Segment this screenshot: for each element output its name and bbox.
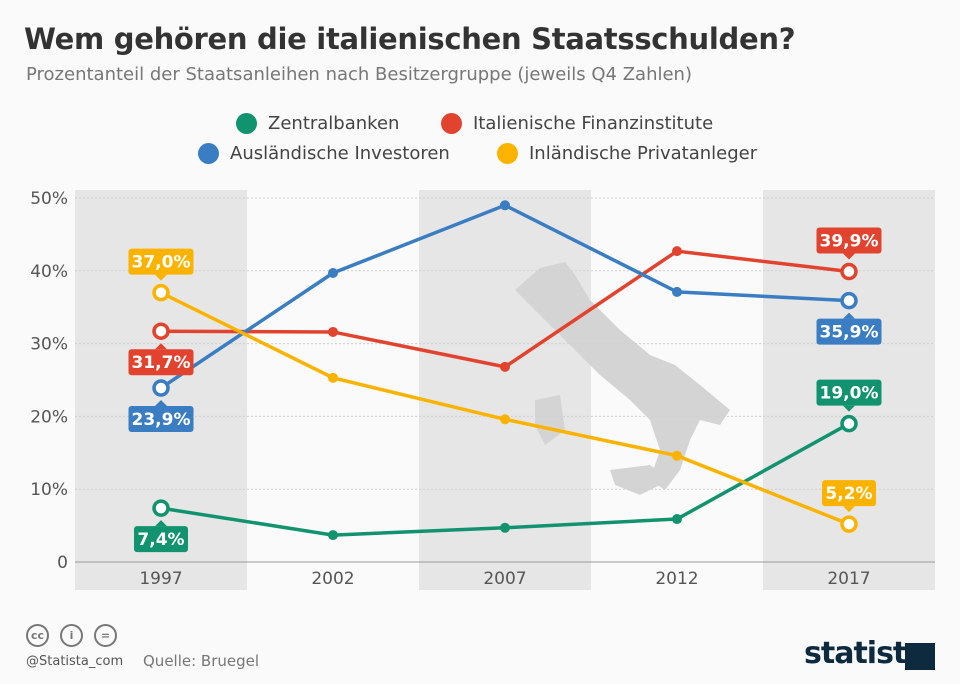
legend-swatch [236,113,257,134]
y-tick-label: 30% [30,335,68,355]
cc-icon: cc [26,624,49,647]
data-label-box [822,480,876,507]
data-point [840,291,858,310]
data-label-box [816,318,882,345]
data-label-box [816,379,882,406]
legend-label: Ausländische Investoren [230,143,450,164]
x-tick-label: 2017 [827,569,870,589]
legend-swatch [497,143,518,164]
data-point [500,414,510,425]
x-tick-label: 2002 [311,569,354,589]
data-label: 35,9% [820,323,879,343]
data-label-pointer [155,400,167,407]
page-subtitle: Prozentanteil der Staatsanleihen nach Be… [26,64,692,85]
legend-item-zentralbanken: Zentralbanken [236,113,399,134]
data-point [672,286,682,297]
by-icon: i [60,624,83,647]
data-point [840,262,858,281]
y-tick-label: 10% [30,480,68,500]
data-label-pointer [843,312,855,319]
x-tick-label: 2007 [483,569,526,589]
legend-swatch [198,143,219,164]
data-label: 5,2% [825,484,872,504]
data-label-box [816,227,882,254]
y-tick-label: 0 [57,553,68,573]
legend-label: Zentralbanken [268,113,400,134]
data-point [328,267,338,278]
data-label-pointer [843,253,855,260]
legend-item-auslaendische: Ausländische Investoren [198,143,450,164]
data-label: 39,9% [820,232,879,252]
data-point [328,372,338,383]
data-point [152,283,170,302]
data-label-pointer [155,274,167,281]
legend-label: Italienische Finanzinstitute [473,113,714,134]
legend-swatch [441,113,462,134]
data-label: 31,7% [132,353,191,373]
data-point [328,326,338,337]
data-point [152,322,170,340]
italy-map-icon [515,262,730,495]
line-chart: 0 10% 20% 30% 40% 50% 1997 2002 2007 2012 2017 7,4%… [30,189,935,590]
legend-item-finanzinstitute: Italienische Finanzinstitute [441,113,713,134]
data-label: 23,9% [132,410,191,430]
data-point [500,522,510,533]
x-tick-label: 1997 [139,569,182,589]
data-label: 19,0% [820,384,879,404]
y-tick-label: 40% [30,262,68,282]
data-point [672,514,682,525]
data-point [672,246,682,257]
data-point [500,200,510,211]
data-point [152,499,170,517]
footer-handle[interactable]: @Statista_com [26,654,124,669]
data-point [840,515,858,533]
data-point [672,450,682,461]
data-label-box [128,349,194,376]
legend-item-inlaendische: Inländische Privatanleger [497,143,757,164]
data-point [840,414,858,433]
statista-logo-mark [905,643,935,670]
footer-source: Quelle: Bruegel [143,652,260,670]
y-tick-label: 50% [30,189,68,209]
legend-label: Inländische Privatanleger [529,143,758,164]
x-tick-label: 2012 [655,569,698,589]
data-label-box [128,248,194,275]
y-tick-label: 20% [30,407,68,427]
page-title: Wem gehören die italienischen Staatsschu… [24,22,796,56]
data-label-box [128,406,194,433]
data-point [152,379,170,397]
nd-icon: = [94,624,117,647]
data-label: 37,0% [132,253,191,273]
data-label-pointer [843,506,855,513]
data-label-box [134,526,188,553]
data-point [328,530,338,541]
data-label-pointer [843,405,855,412]
data-label: 7,4% [137,530,184,550]
data-label-pointer [155,520,167,527]
data-label-pointer [155,343,167,350]
data-point [500,361,510,372]
